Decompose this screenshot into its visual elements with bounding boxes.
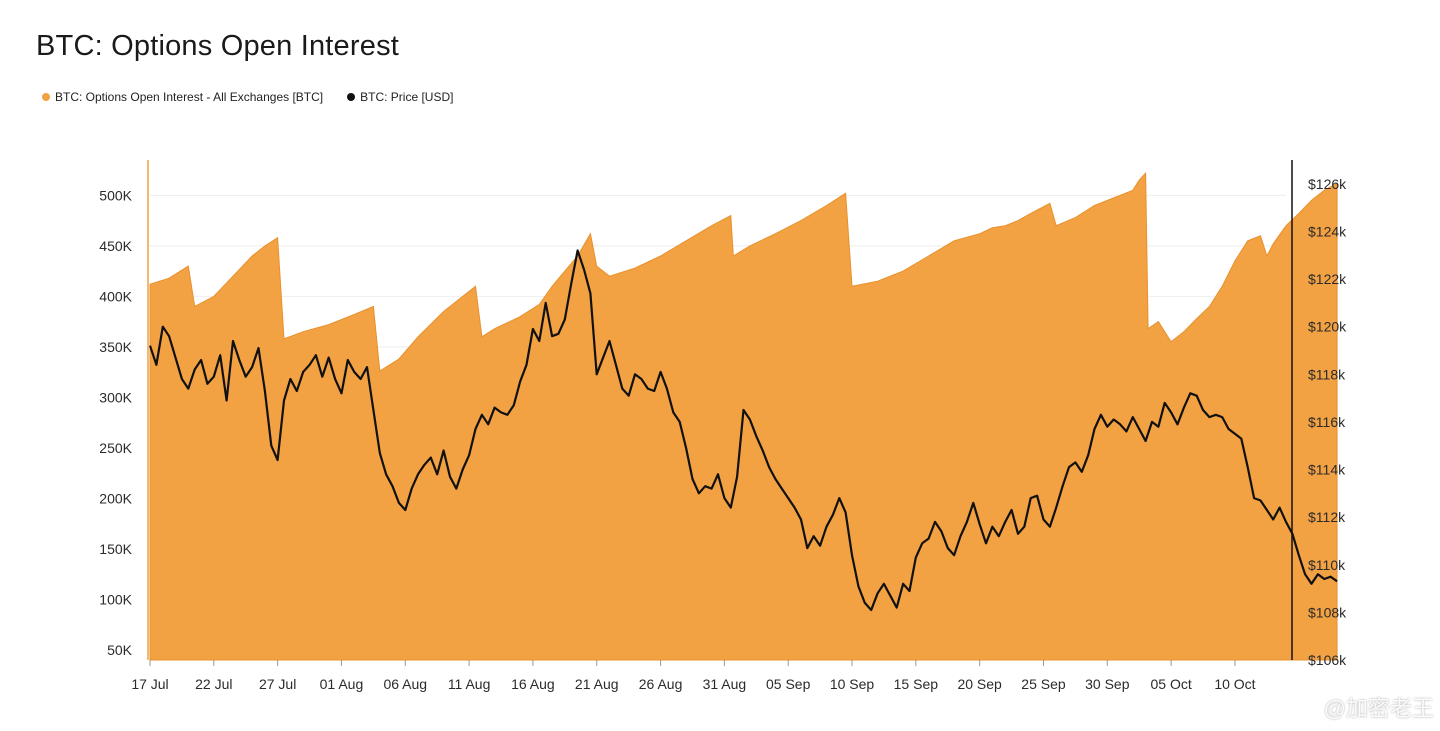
right-axis-tick-label: $106k: [1308, 652, 1347, 668]
legend-label-open-interest: BTC: Options Open Interest - All Exchang…: [55, 90, 324, 104]
left-axis-tick-label: 100K: [99, 591, 132, 607]
x-axis-tick-label: 31 Aug: [703, 676, 747, 692]
axes: [147, 160, 1293, 660]
right-axis-tick-label: $116k: [1308, 414, 1346, 430]
right-axis-tick-label: $126k: [1308, 176, 1347, 192]
right-axis-ticks: $106k $108k $110k $112k $114k $116k $118k $120k…: [1308, 176, 1347, 668]
left-axis-tick-label: 300K: [99, 389, 132, 405]
x-axis-tick-label: 17 Jul: [131, 676, 168, 692]
x-axis-tick-label: 06 Aug: [383, 676, 427, 692]
left-axis-tick-label: 350K: [99, 339, 132, 355]
left-axis-tick-label: 200K: [99, 490, 132, 506]
x-axis-tick-label: 01 Aug: [320, 676, 364, 692]
x-axis-tick-label: 30 Sep: [1085, 676, 1130, 692]
legend-item-price[interactable]: BTC: Price [USD]: [347, 90, 453, 104]
x-axis-tick-label: 27 Jul: [259, 676, 296, 692]
x-axis-ticks: 17 Jul 22 Jul 27 Jul 01 Aug 06 Aug 11 Aug 16 A…: [131, 660, 1256, 692]
left-axis-tick-label: 450K: [99, 238, 132, 254]
right-axis-tick-label: $124k: [1308, 223, 1347, 239]
right-axis-tick-label: $112k: [1308, 509, 1346, 525]
brand-watermark: @加密老王: [1324, 691, 1434, 723]
x-axis-tick-label: 10 Sep: [830, 676, 875, 692]
x-axis-tick-label: 05 Sep: [766, 676, 811, 692]
x-axis-tick-label: 21 Aug: [575, 676, 619, 692]
x-axis-tick-label: 10 Oct: [1214, 676, 1255, 692]
x-axis-tick-label: 22 Jul: [195, 676, 232, 692]
price-line: [148, 249, 1338, 612]
right-axis-tick-label: $108k: [1308, 604, 1347, 620]
legend: BTC: Options Open Interest - All Exchang…: [42, 90, 453, 104]
x-axis-tick-label: 25 Sep: [1021, 676, 1066, 692]
left-axis-tick-label: 150K: [99, 541, 132, 557]
x-axis-tick-label: 16 Aug: [511, 676, 555, 692]
right-axis-tick-label: $118k: [1308, 366, 1346, 382]
left-axis-ticks: 50K 100K 150K 200K 250K 300K 350K 400K 450K 500K: [99, 187, 132, 658]
x-axis-tick-label: 26 Aug: [639, 676, 683, 692]
right-axis-tick-label: $122k: [1308, 271, 1347, 287]
left-axis-tick-label: 50K: [107, 642, 133, 658]
x-axis-tick-label: 11 Aug: [448, 676, 491, 692]
legend-dot-open-interest: [42, 93, 50, 101]
x-axis-tick-label: 20 Sep: [957, 676, 1002, 692]
left-axis-tick-label: 500K: [99, 187, 132, 203]
legend-dot-price: [347, 93, 356, 101]
brand-watermark-text: @加密老王: [1323, 696, 1434, 721]
right-axis-tick-label: $114k: [1308, 462, 1346, 478]
x-axis-tick-label: 05 Oct: [1150, 676, 1191, 692]
chart-title: BTC: Options Open Interest: [36, 30, 400, 62]
left-axis-tick-label: 400K: [99, 288, 132, 304]
left-axis-tick-label: 250K: [99, 440, 132, 456]
x-axis-tick-label: 15 Sep: [894, 676, 939, 692]
right-axis-tick-label: $110k: [1308, 557, 1346, 573]
right-axis-tick-label: $120k: [1308, 319, 1347, 335]
legend-item-open-interest[interactable]: BTC: Options Open Interest - All Exchang…: [42, 90, 323, 104]
legend-label-price: BTC: Price [USD]: [360, 90, 454, 104]
